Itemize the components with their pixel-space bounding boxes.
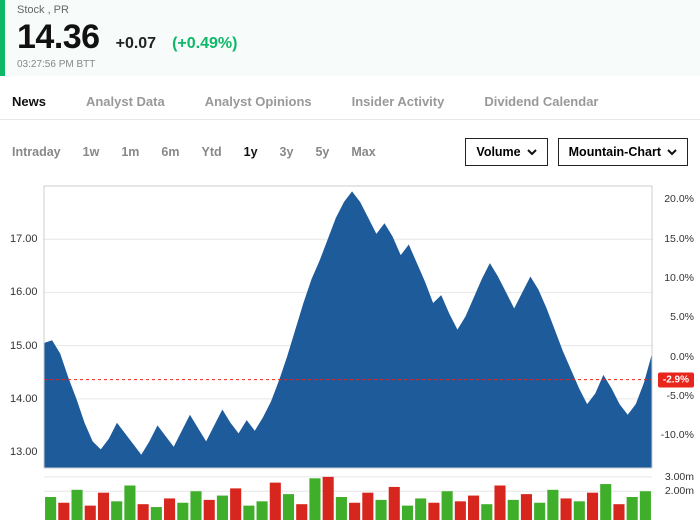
chevron-down-icon bbox=[527, 148, 537, 156]
last-price: 14.36 bbox=[17, 18, 100, 57]
y-right-tick: -10.0% bbox=[661, 429, 694, 441]
y-right-tick: 20.0% bbox=[664, 193, 694, 205]
price-change-pct: (+0.49%) bbox=[172, 35, 237, 53]
current-change-badge: -2.9% bbox=[658, 372, 694, 387]
tab-dividend-calendar[interactable]: Dividend Calendar bbox=[484, 94, 598, 109]
stock-label: Stock , PR bbox=[17, 4, 688, 16]
chart-type-dropdown[interactable]: Mountain-Chart bbox=[558, 138, 688, 166]
volume-dropdown[interactable]: Volume bbox=[465, 138, 547, 166]
range-selector: Intraday 1w 1m 6m Ytd 1y 3y 5y Max bbox=[12, 145, 376, 159]
range-5y[interactable]: 5y bbox=[315, 145, 329, 159]
range-max[interactable]: Max bbox=[351, 145, 375, 159]
range-1w[interactable]: 1w bbox=[83, 145, 100, 159]
y-right-tick: 10.0% bbox=[664, 272, 694, 284]
tab-analyst-data[interactable]: Analyst Data bbox=[86, 94, 165, 109]
range-3y[interactable]: 3y bbox=[280, 145, 294, 159]
price-change: +0.07 bbox=[116, 35, 156, 53]
tabs: News Analyst Data Analyst Opinions Insider … bbox=[0, 76, 700, 120]
tab-analyst-opinions[interactable]: Analyst Opinions bbox=[205, 94, 312, 109]
y-left-tick: 17.00 bbox=[10, 233, 38, 245]
range-1m[interactable]: 1m bbox=[121, 145, 139, 159]
chart-controls: Intraday 1w 1m 6m Ytd 1y 3y 5y Max Volume Mounta… bbox=[0, 120, 700, 180]
y-right-tick: 15.0% bbox=[664, 233, 694, 245]
y-right-tick: -5.0% bbox=[667, 390, 694, 402]
price-row: 14.36 +0.07 (+0.49%) bbox=[17, 18, 688, 57]
tab-insider-activity[interactable]: Insider Activity bbox=[352, 94, 445, 109]
volume-dropdown-label: Volume bbox=[476, 145, 520, 159]
y-left-tick: 13.00 bbox=[10, 446, 38, 458]
y-left-tick: 15.00 bbox=[10, 340, 38, 352]
stock-header: Stock , PR 14.36 +0.07 (+0.49%) 03:27:56… bbox=[0, 0, 700, 76]
range-1y[interactable]: 1y bbox=[244, 145, 258, 159]
chart-type-dropdown-label: Mountain-Chart bbox=[569, 145, 661, 159]
y-left-tick: 14.00 bbox=[10, 393, 38, 405]
chevron-down-icon bbox=[667, 148, 677, 156]
timestamp: 03:27:56 PM BTT bbox=[17, 59, 688, 70]
volume-tick: 3.00m bbox=[665, 471, 694, 483]
price-chart: 13.00 14.00 15.00 16.00 17.00 20.0% 15.0% 10.0%… bbox=[0, 180, 700, 520]
range-6m[interactable]: 6m bbox=[161, 145, 179, 159]
range-ytd[interactable]: Ytd bbox=[201, 145, 221, 159]
range-intraday[interactable]: Intraday bbox=[12, 145, 61, 159]
tab-news[interactable]: News bbox=[12, 94, 46, 109]
y-right-tick: 5.0% bbox=[670, 311, 694, 323]
y-left-tick: 16.00 bbox=[10, 286, 38, 298]
y-right-tick: 0.0% bbox=[670, 351, 694, 363]
volume-tick: 2.00m bbox=[665, 485, 694, 497]
